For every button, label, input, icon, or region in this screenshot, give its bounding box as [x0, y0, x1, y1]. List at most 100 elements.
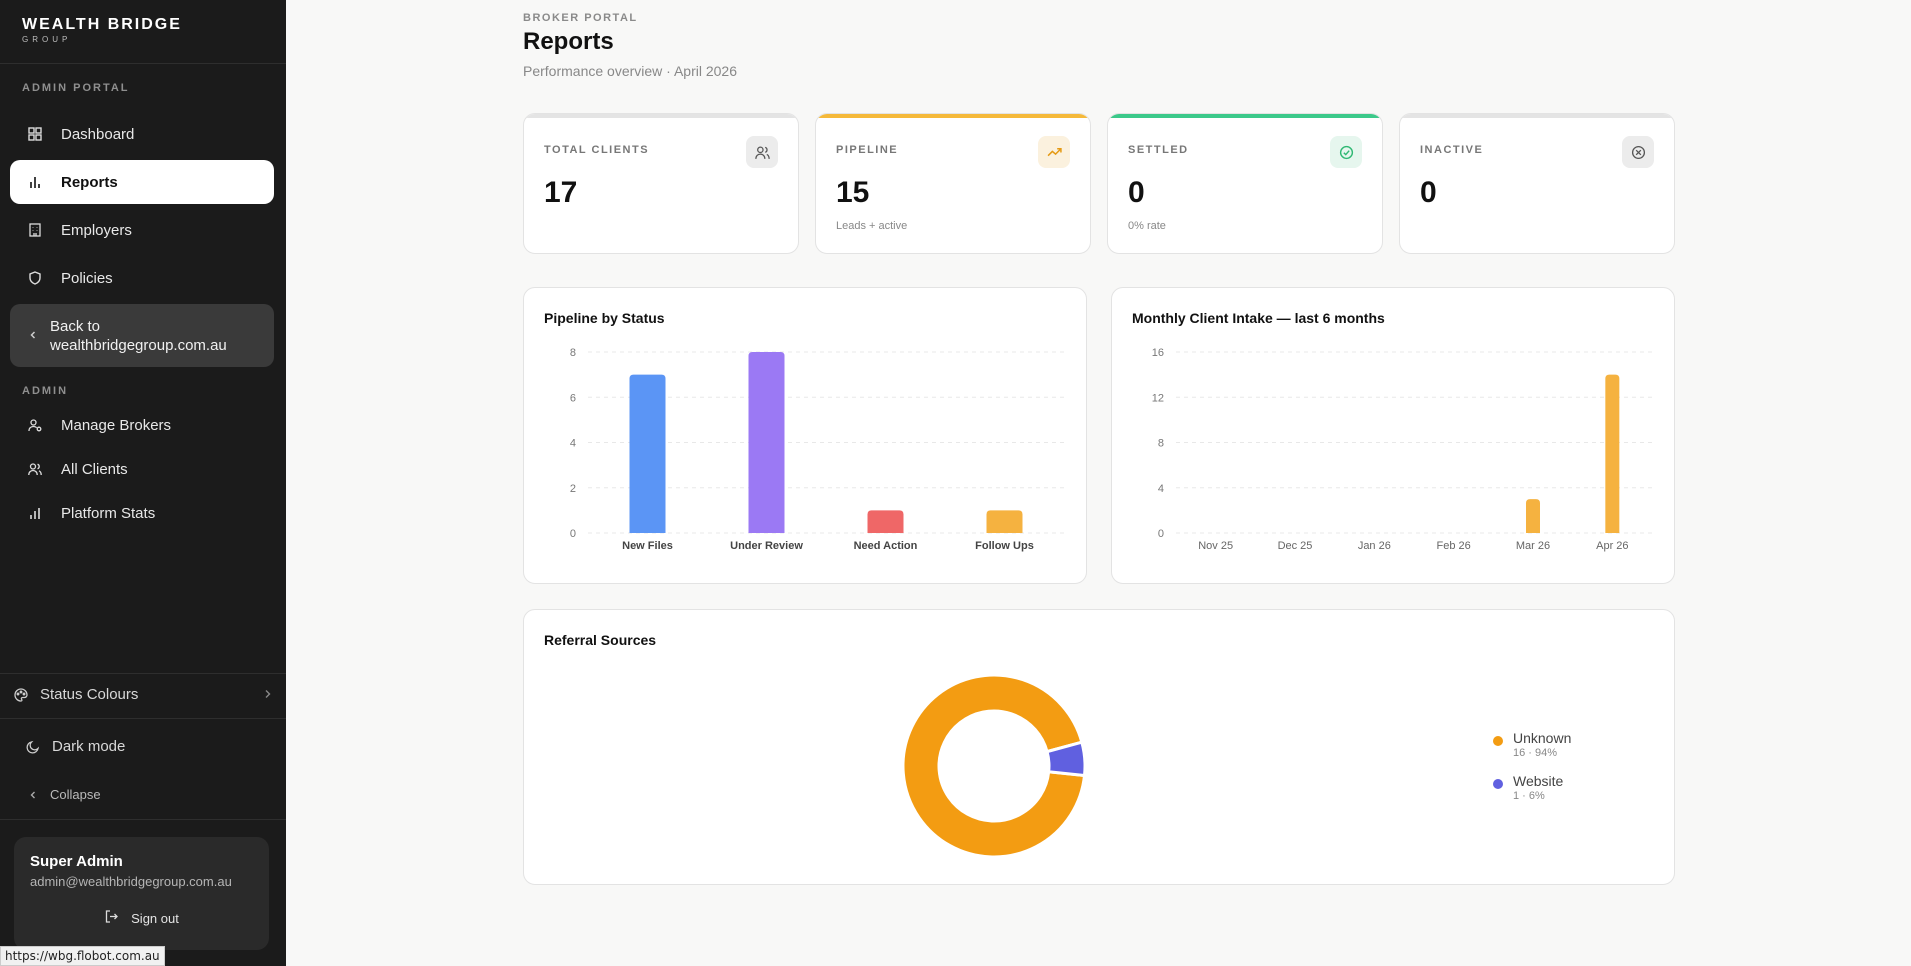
moon-icon — [26, 740, 40, 754]
user-card: Super Admin admin@wealthbridgegroup.com.… — [14, 837, 269, 950]
bar[interactable] — [1526, 499, 1540, 533]
legend-value: 16 · 94% — [1513, 747, 1558, 759]
stat-card-settled: SETTLED 0 0% rate — [1107, 113, 1383, 254]
status-colours-button[interactable]: Status Colours — [14, 686, 272, 703]
y-tick-label: 0 — [1158, 528, 1164, 540]
stat-accent-bar — [1108, 114, 1382, 118]
page-subtitle: Performance overview · April 2026 — [523, 63, 737, 79]
check-circle-icon — [1330, 136, 1362, 168]
legend-label: Website — [1513, 773, 1564, 789]
sidebar-item-label: Manage Brokers — [61, 416, 172, 434]
sidebar-item-employers[interactable]: Employers — [10, 208, 274, 252]
sidebar-item-platform-stats[interactable]: Platform Stats — [10, 491, 274, 535]
divider — [0, 819, 286, 820]
status-bar-url: https://wbg.flobot.com.au — [0, 946, 165, 966]
brand-logo[interactable]: WEALTH BRIDGE GROUP — [0, 0, 286, 64]
y-tick-label: 0 — [570, 528, 576, 540]
x-tick-label: Dec 25 — [1278, 540, 1313, 552]
stat-card-total-clients: TOTAL CLIENTS 17 — [523, 113, 799, 254]
brand-sub: GROUP — [22, 35, 72, 44]
bar[interactable] — [986, 510, 1023, 533]
panel-pipeline-by-status: Pipeline by Status 0 2 4 6 8 New Files Under R… — [523, 287, 1087, 584]
bar-chart-icon — [27, 174, 43, 190]
x-tick-label: Under Review — [730, 540, 803, 552]
legend-label: Unknown — [1513, 730, 1572, 746]
pie-slice[interactable] — [1045, 740, 1087, 778]
sidebar-item-label: Policies — [61, 269, 113, 287]
stat-accent-bar — [524, 114, 798, 118]
y-tick-label: 4 — [570, 438, 576, 450]
stat-value: 15 — [836, 176, 870, 209]
sidebar-item-reports[interactable]: Reports — [10, 160, 274, 204]
sidebar-item-manage-brokers[interactable]: Manage Brokers — [10, 403, 274, 447]
x-tick-label: New Files — [622, 540, 673, 552]
sidebar-item-label: Dashboard — [61, 125, 135, 143]
collapse-label: Collapse — [50, 787, 101, 802]
bar[interactable] — [748, 352, 785, 533]
bar[interactable] — [629, 374, 666, 533]
status-colours-label: Status Colours — [40, 686, 139, 703]
sign-out-label: Sign out — [131, 910, 179, 926]
collapse-button[interactable]: Collapse — [28, 787, 101, 802]
divider — [0, 673, 286, 674]
legend-item: Website 1 · 6% — [1493, 773, 1571, 802]
x-tick-label: Mar 26 — [1516, 540, 1550, 552]
back-link-line2: wealthbridgegroup.com.au — [50, 336, 227, 354]
chart-legend: Unknown 16 · 94% Website 1 · 6% — [1493, 730, 1571, 816]
stat-sub: Leads + active — [836, 220, 908, 232]
y-tick-label: 16 — [1152, 347, 1164, 359]
dashboard-grid-icon — [27, 126, 43, 142]
panel-monthly-intake: Monthly Client Intake — last 6 months 0 4… — [1111, 287, 1675, 584]
section-label-admin: ADMIN — [22, 385, 69, 397]
dark-mode-label: Dark mode — [52, 738, 126, 755]
bar-chart-icon — [27, 505, 43, 521]
x-tick-label: Follow Ups — [975, 540, 1034, 552]
y-tick-label: 8 — [570, 347, 576, 359]
stat-card-pipeline: PIPELINE 15 Leads + active — [815, 113, 1091, 254]
legend-value: 1 · 6% — [1513, 790, 1545, 802]
x-tick-label: Feb 26 — [1437, 540, 1471, 552]
pie-slice[interactable] — [901, 673, 1087, 859]
stat-sub: 0% rate — [1128, 220, 1166, 232]
stat-value: 17 — [544, 176, 578, 209]
chevron-left-icon — [28, 790, 38, 800]
stat-value: 0 — [1420, 176, 1437, 209]
sidebar-item-all-clients[interactable]: All Clients — [10, 447, 274, 491]
user-settings-icon — [27, 417, 43, 433]
x-tick-label: Need Action — [854, 540, 918, 552]
x-tick-label: Apr 26 — [1596, 540, 1628, 552]
y-tick-label: 2 — [570, 483, 576, 495]
stat-label: INACTIVE — [1420, 144, 1484, 156]
sidebar-item-label: Employers — [61, 221, 132, 239]
panel-referral-sources: Referral Sources Unknown 16 · 94% Websit… — [523, 609, 1675, 885]
x-circle-icon — [1622, 136, 1654, 168]
x-tick-label: Jan 26 — [1358, 540, 1391, 552]
sign-out-button[interactable]: Sign out — [14, 909, 269, 927]
dark-mode-toggle[interactable]: Dark mode — [26, 738, 125, 755]
log-out-icon — [104, 909, 119, 927]
building-icon — [27, 222, 43, 238]
divider — [0, 718, 286, 719]
bar[interactable] — [867, 510, 904, 533]
bar[interactable] — [1605, 374, 1620, 533]
shield-icon — [27, 270, 43, 286]
back-to-website-link[interactable]: Back to wealthbridgegroup.com.au — [10, 304, 274, 367]
stat-accent-bar — [816, 114, 1090, 118]
stat-accent-bar — [1400, 114, 1674, 118]
main-content: BROKER PORTAL Reports Performance overvi… — [286, 0, 1911, 966]
user-name: Super Admin — [30, 853, 123, 870]
stat-label: SETTLED — [1128, 144, 1189, 156]
y-tick-label: 8 — [1158, 438, 1164, 450]
pipeline-bar-chart: 0 2 4 6 8 New Files Under Review Need Action Fol… — [570, 347, 1064, 552]
referral-donut-chart — [901, 673, 1087, 859]
sidebar-item-policies[interactable]: Policies — [10, 256, 274, 300]
back-link-line1: Back to — [50, 317, 101, 335]
sidebar-item-label: Reports — [61, 173, 118, 191]
monthly-intake-bar-chart: 0 4 8 12 16 Nov 25 Dec 25 Jan 26 Feb 26 Mar 26 Apr… — [1152, 347, 1652, 552]
y-tick-label: 6 — [570, 392, 576, 404]
legend-swatch — [1493, 736, 1503, 746]
sidebar-item-dashboard[interactable]: Dashboard — [10, 112, 274, 156]
page-title: Reports — [523, 28, 614, 55]
user-email: admin@wealthbridgegroup.com.au — [30, 874, 232, 889]
chevron-right-icon — [264, 686, 272, 703]
